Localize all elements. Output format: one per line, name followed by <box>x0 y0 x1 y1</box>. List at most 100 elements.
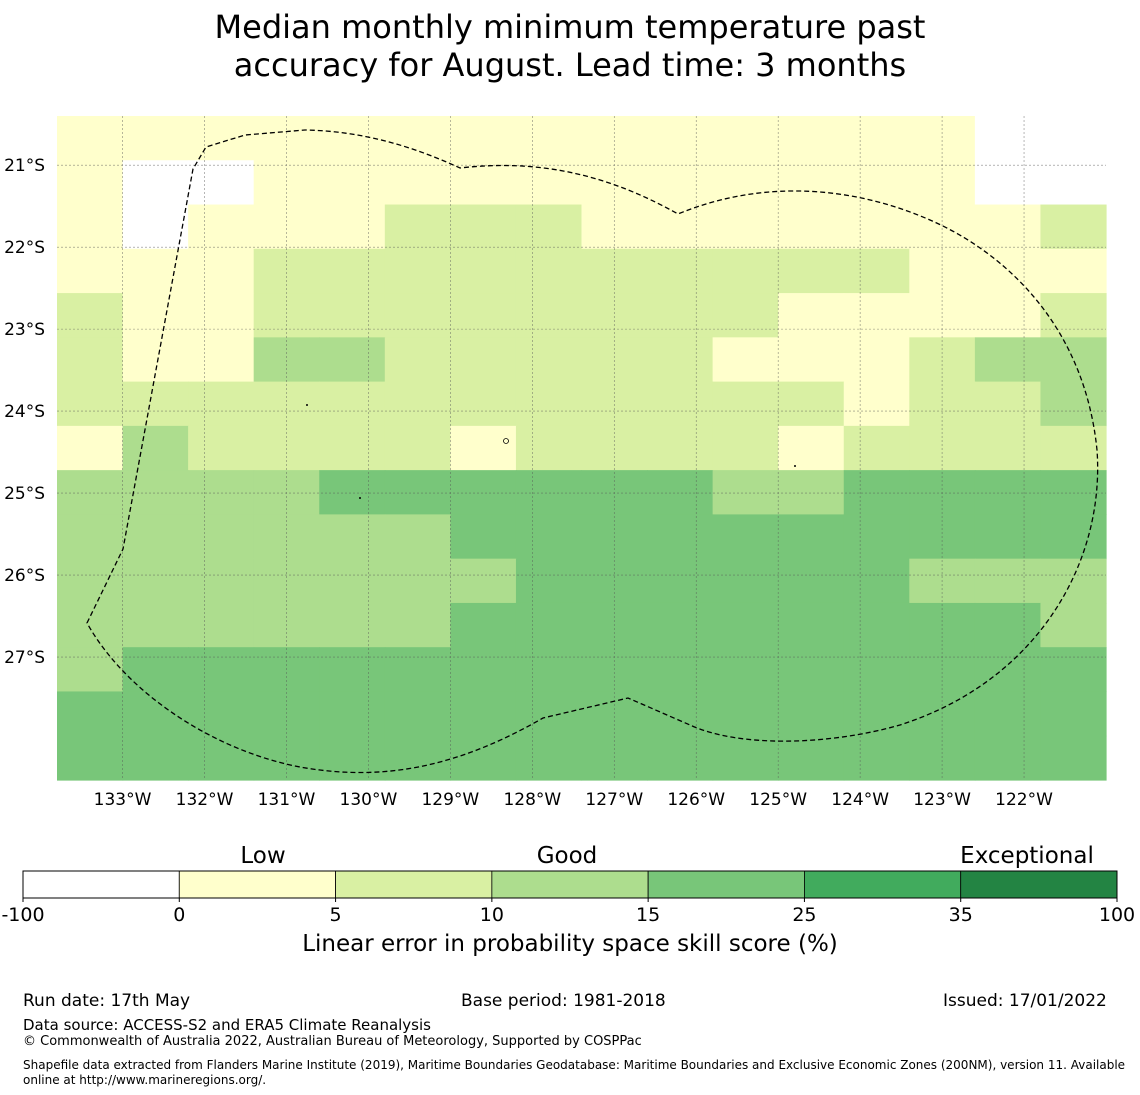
heatmap-cell <box>712 470 779 515</box>
colorbar-label: Linear error in probability space skill … <box>302 931 838 957</box>
heatmap-cell <box>253 116 320 161</box>
heatmap-cell <box>450 425 517 471</box>
longitude-tick-label: 131°W <box>258 790 316 810</box>
colorbar-segment <box>804 870 962 899</box>
heatmap-cell <box>778 204 845 250</box>
shapefile-credit: Shapefile data extracted from Flanders M… <box>23 1058 1126 1087</box>
map-title-line-2: accuracy for August. Lead time: 3 months <box>233 46 907 84</box>
map-title: Median monthly minimum temperature past … <box>0 8 1140 84</box>
heatmap-cell <box>319 691 386 737</box>
heatmap-cell <box>319 470 386 515</box>
heatmap-cell <box>450 647 517 693</box>
heatmap-cell <box>122 116 189 161</box>
heatmap-cell <box>778 381 845 427</box>
island-marker <box>359 497 361 499</box>
colorbar-tick-label: 35 <box>949 904 973 926</box>
heatmap-cell <box>843 470 910 515</box>
heatmap-cell <box>1040 248 1107 294</box>
longitude-tick-label: 129°W <box>421 790 479 810</box>
heatmap-cell <box>647 691 714 737</box>
heatmap-cell <box>647 381 714 427</box>
island-marker <box>306 404 308 406</box>
longitude-tick-label: 130°W <box>340 790 398 810</box>
longitude-tick-label: 123°W <box>913 790 971 810</box>
heatmap-cell <box>188 116 255 161</box>
longitude-tick-label: 128°W <box>503 790 561 810</box>
heatmap-cell <box>778 602 845 648</box>
heatmap-cell <box>843 647 910 693</box>
heatmap-cell <box>909 160 976 206</box>
colorbar: -100 0 5 10 15 25 35 100 <box>1 870 1135 926</box>
colorbar-tick-label: 25 <box>792 904 816 926</box>
longitude-tick-label: 122°W <box>995 790 1053 810</box>
heatmap-cell <box>778 337 845 383</box>
map-grid <box>57 116 1106 780</box>
heatmap-cell <box>253 204 320 250</box>
heatmap-cell <box>1040 691 1107 737</box>
colorbar-category-exceptional: Exceptional <box>960 843 1094 869</box>
heatmap-cell <box>712 248 779 294</box>
heatmap-cell <box>450 248 517 294</box>
heatmap-cell <box>1040 735 1107 781</box>
heatmap-cell <box>515 558 583 604</box>
heatmap-cell <box>450 470 517 515</box>
heatmap-cell <box>712 514 779 560</box>
heatmap-cell <box>384 381 451 427</box>
heatmap-cell <box>1040 160 1107 206</box>
heatmap-cell <box>712 602 779 648</box>
heatmap-cell <box>57 470 124 515</box>
heatmap-cell <box>57 558 124 604</box>
heatmap-cell <box>57 160 124 206</box>
heatmap-cell <box>122 293 189 338</box>
heatmap-cell <box>57 204 124 250</box>
heatmap-cell <box>515 248 583 294</box>
heatmap-cell <box>122 248 189 294</box>
heatmap-cell <box>384 735 451 781</box>
heatmap-cell <box>450 204 517 250</box>
heatmap-cell <box>122 602 189 648</box>
heatmap-cell <box>778 293 845 338</box>
heatmap-cell <box>712 160 779 206</box>
heatmap-cell <box>515 116 583 161</box>
heatmap-cell <box>515 425 583 471</box>
heatmap-cell <box>319 204 386 250</box>
island-marker <box>794 465 796 467</box>
heatmap-cell <box>384 337 451 383</box>
heatmap-cell <box>778 691 845 737</box>
heatmap-cell <box>57 647 124 693</box>
heatmap-cell <box>515 381 583 427</box>
heatmap-cell <box>122 647 189 693</box>
heatmap-cell <box>122 381 189 427</box>
eez-boundary <box>86 129 1099 774</box>
heatmap-cell <box>1040 116 1107 161</box>
heatmap-cell <box>319 381 386 427</box>
longitude-tick-label: 127°W <box>585 790 643 810</box>
latitude-tick-label: 26°S <box>4 566 45 586</box>
colorbar-segment <box>335 870 493 899</box>
heatmap-cell <box>515 691 583 737</box>
heatmap-cell <box>57 691 124 737</box>
heatmap-cell <box>974 514 1042 560</box>
heatmap-cell <box>843 293 910 338</box>
colorbar-tick-label: -100 <box>1 904 44 926</box>
heatmap-cell <box>778 248 845 294</box>
heatmap-cell <box>450 337 517 383</box>
heatmap-cell <box>974 735 1042 781</box>
colorbar-segment <box>22 870 180 899</box>
heatmap-cell <box>974 381 1042 427</box>
heatmap-cell <box>384 691 451 737</box>
heatmap-cell <box>450 735 517 781</box>
heatmap-cell <box>384 248 451 294</box>
heatmap-cell <box>319 735 386 781</box>
data-source: Data source: ACCESS-S2 and ERA5 Climate … <box>23 1016 431 1034</box>
heatmap-cell <box>188 293 255 338</box>
heatmap-cell <box>384 116 451 161</box>
heatmap-cell <box>712 381 779 427</box>
heatmap-cell <box>843 691 910 737</box>
heatmap-cell <box>1040 425 1107 471</box>
latitude-tick-label: 24°S <box>4 402 45 422</box>
heatmap-cell <box>57 425 124 471</box>
heatmap-cell <box>450 293 517 338</box>
longitude-tick-label: 125°W <box>749 790 807 810</box>
